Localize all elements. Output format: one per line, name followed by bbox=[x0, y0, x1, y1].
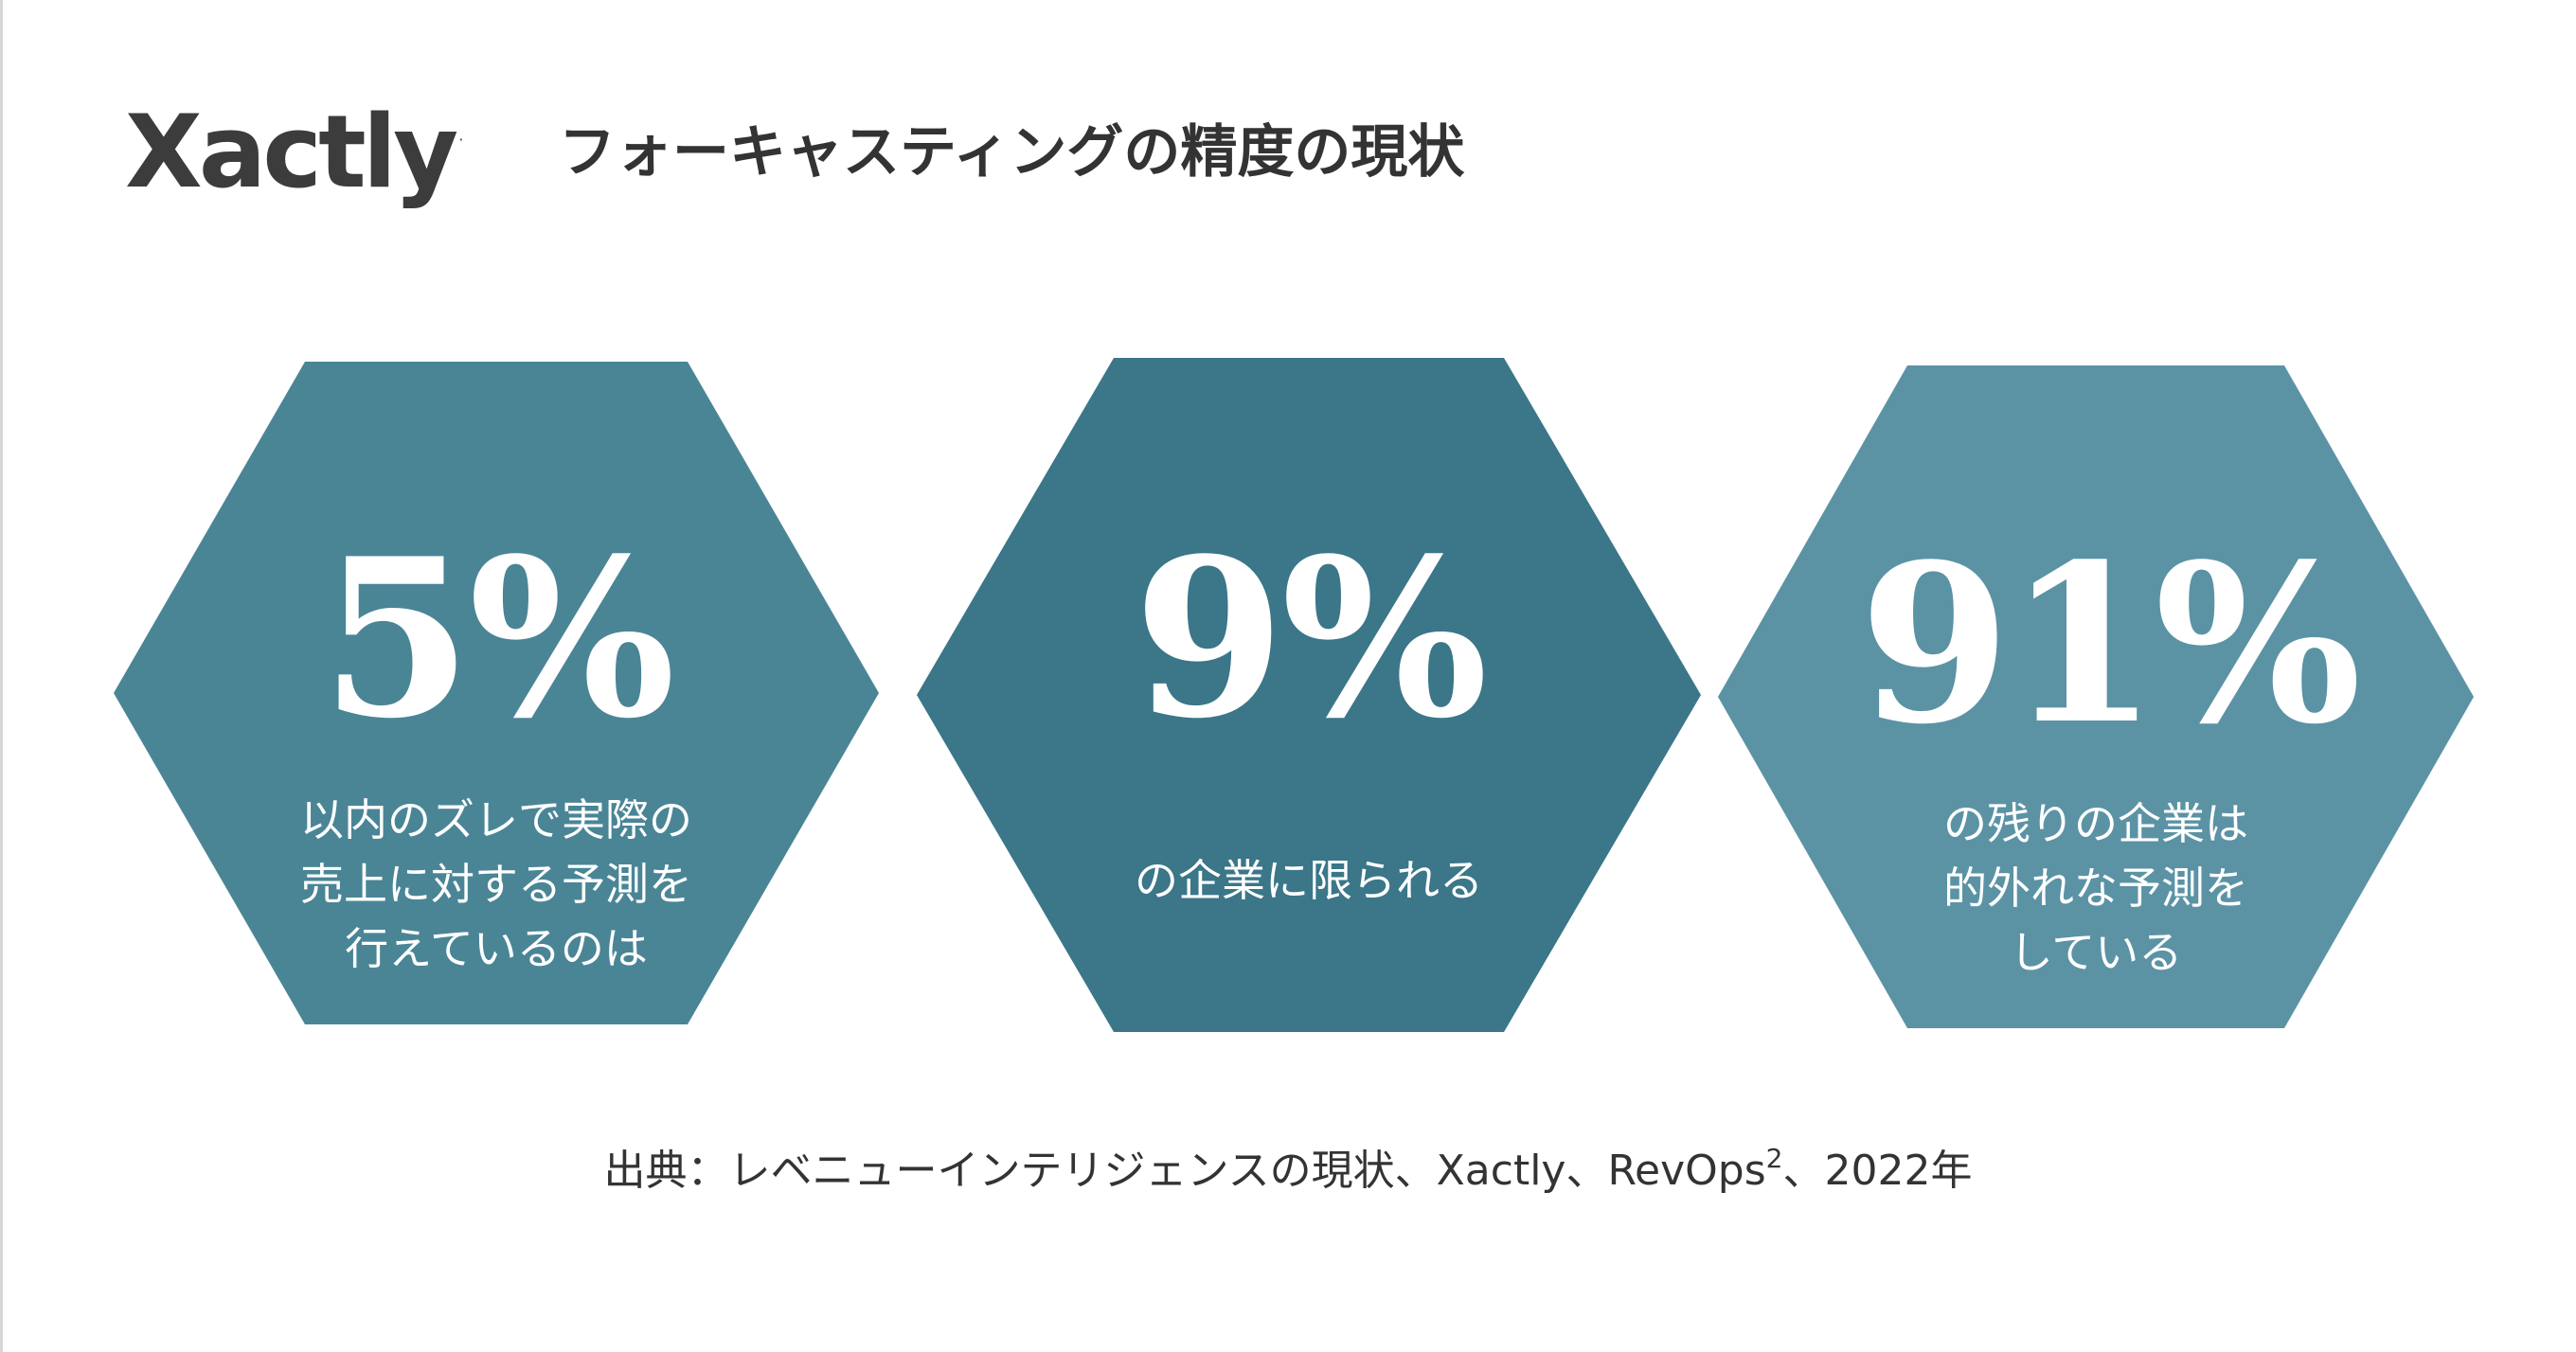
source-superscript: 2 bbox=[1765, 1143, 1783, 1174]
hexagon-3-caption: の残りの企業は 的外れな予測を している bbox=[1859, 792, 2333, 985]
hexagon-3-caption-line-2: 的外れな予測を bbox=[1943, 863, 2248, 914]
hexagon-3 bbox=[1718, 365, 2474, 1028]
frame-edge bbox=[0, 0, 3, 1352]
hexagon-1-caption: 以内のズレで実際の 売上に対する予測を 行えているのは bbox=[259, 788, 733, 981]
xactly-logo: Xactly · bbox=[125, 102, 463, 244]
hexagon-2 bbox=[917, 358, 1701, 1032]
hexagon-1-caption-line-1: 以内のズレで実際の bbox=[300, 794, 692, 845]
hexagon-1-caption-line-3: 行えているのは bbox=[345, 923, 648, 974]
logo-wordmark: Xactly bbox=[125, 94, 458, 210]
hexagon-1-caption-line-2: 売上に対する予測を bbox=[300, 859, 692, 910]
source-text-before: 出典：レベニューインテリジェンスの現状、Xactly、RevOps bbox=[603, 1147, 1766, 1195]
hexagon-3-percent: 91% bbox=[1859, 517, 2362, 773]
hexagon-1 bbox=[114, 362, 879, 1024]
page-title: フォーキャスティングの精度の現状 bbox=[559, 119, 1465, 186]
logo-trademark: · bbox=[458, 131, 464, 149]
hexagon-3-caption-line-3: している bbox=[2009, 927, 2183, 978]
source-text-after: 、2022年 bbox=[1782, 1147, 1973, 1195]
hexagon-2-caption: の企業に限られる bbox=[1072, 848, 1546, 913]
hexagon-1-percent: 5% bbox=[320, 511, 676, 767]
hexagon-2-percent: 9% bbox=[1133, 511, 1489, 767]
hexagon-2-caption-line-1: の企業に限られる bbox=[1135, 855, 1483, 906]
hexagon-3-caption-line-1: の残りの企業は bbox=[1943, 798, 2248, 849]
source-citation: 出典：レベニューインテリジェンスの現状、Xactly、RevOps2、2022年 bbox=[0, 1136, 2576, 1197]
